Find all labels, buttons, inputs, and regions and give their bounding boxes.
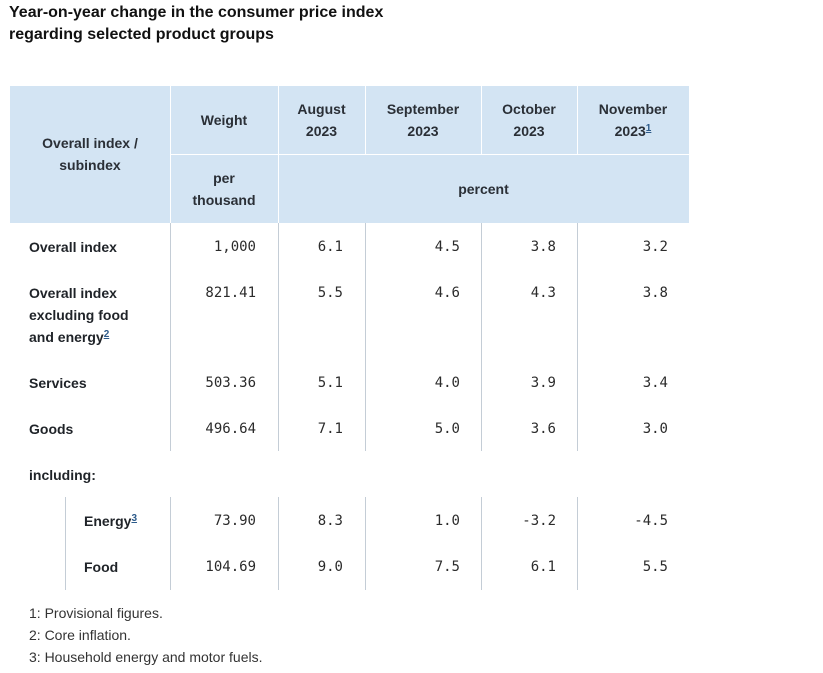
row-label-energy: Energy3 [84, 510, 137, 532]
value-cell-october: -3.2 [522, 513, 556, 529]
row-label-text: and energy [29, 329, 104, 345]
title-line-2: regarding selected product groups [9, 26, 274, 43]
weight-cell: 1,000 [213, 239, 256, 255]
title-line-1: Year-on-year change in the consumer pric… [9, 4, 384, 21]
value-cell-september: 4.5 [434, 239, 460, 255]
row-label-services: Services [29, 375, 87, 391]
value-cell-september: 4.0 [434, 375, 460, 391]
month-header-october: October 2023 [481, 98, 577, 142]
row-label-text: Energy [84, 513, 132, 529]
month-name: September [386, 101, 460, 117]
month-header-november: November 20231 [577, 98, 689, 142]
weight-cell: 496.64 [205, 421, 256, 437]
subindex-header-line-2: subindex [59, 157, 121, 173]
value-cell-august: 8.3 [317, 513, 343, 529]
footnote-link-2[interactable]: 2 [103, 329, 110, 340]
month-name: November [598, 101, 668, 117]
month-header-september: September 2023 [365, 98, 481, 142]
month-year: 20231 [577, 120, 689, 142]
footnote-3: 3: Household energy and motor fuels. [29, 649, 263, 665]
footnote-link-1[interactable]: 1 [645, 123, 652, 134]
row-label-goods: Goods [29, 421, 74, 437]
weight-unit-header: per thousand [170, 167, 278, 211]
row-label-line: and energy2 [29, 326, 129, 348]
month-year: 2023 [513, 123, 545, 139]
table-header: Overall index / subindex Weight August 2… [10, 86, 689, 223]
row-label-line: Overall index [29, 285, 117, 301]
weight-cell: 821.41 [205, 285, 256, 301]
value-cell-september: 7.5 [434, 559, 460, 575]
row-label-overall-index: Overall index [29, 239, 117, 255]
footnote-1: 1: Provisional figures. [29, 605, 163, 621]
column-divider [481, 497, 482, 590]
value-cell-november: 3.8 [642, 285, 668, 301]
column-divider [170, 497, 171, 590]
value-cell-august: 5.5 [317, 285, 343, 301]
table-title: Year-on-year change in the consumer pric… [9, 2, 529, 46]
month-year: 2023 [407, 123, 439, 139]
value-cell-october: 6.1 [530, 559, 556, 575]
value-cell-november: 3.0 [642, 421, 668, 437]
column-divider [170, 223, 171, 451]
month-name: August [297, 101, 346, 117]
month-year: 2023 [305, 123, 338, 139]
weight-cell: 73.90 [213, 513, 256, 529]
value-cell-november: 5.5 [642, 559, 668, 575]
column-divider [65, 497, 66, 590]
value-cell-november: -4.5 [634, 513, 668, 529]
value-cell-october: 3.8 [530, 239, 556, 255]
row-label-food: Food [84, 559, 119, 575]
weight-cell: 104.69 [205, 559, 256, 575]
column-divider [278, 223, 279, 451]
value-cell-october: 3.6 [530, 421, 556, 437]
value-cell-august: 9.0 [317, 559, 343, 575]
value-cell-august: 5.1 [317, 375, 343, 391]
value-cell-september: 5.0 [434, 421, 460, 437]
footnote-2: 2: Core inflation. [29, 627, 131, 643]
value-cell-november: 3.2 [642, 239, 668, 255]
weight-unit-line-2: thousand [192, 192, 256, 208]
subindex-header: Overall index / subindex [10, 132, 170, 176]
column-divider [278, 497, 279, 590]
column-divider [365, 223, 366, 451]
value-cell-september: 4.6 [434, 285, 460, 301]
weight-header: Weight [200, 112, 248, 128]
footnote-link-3[interactable]: 3 [131, 513, 138, 524]
month-header-august: August 2023 [278, 98, 365, 142]
column-divider [365, 497, 366, 590]
column-divider [577, 223, 578, 451]
column-divider [481, 223, 482, 451]
row-label-line: excluding food [29, 307, 129, 323]
row-label-core-inflation: Overall index excluding food and energy2 [29, 282, 129, 348]
percent-header: percent [458, 181, 509, 197]
value-cell-october: 4.3 [530, 285, 556, 301]
value-cell-august: 6.1 [317, 239, 343, 255]
month-year-text: 2023 [614, 123, 646, 139]
value-cell-october: 3.9 [530, 375, 556, 391]
subindex-header-line-1: Overall index / [42, 135, 138, 151]
row-label-including: including: [29, 467, 96, 483]
value-cell-september: 1.0 [434, 513, 460, 529]
weight-cell: 503.36 [205, 375, 256, 391]
value-cell-august: 7.1 [317, 421, 343, 437]
weight-unit-line-1: per [213, 170, 235, 186]
month-name: October [502, 101, 556, 117]
value-cell-november: 3.4 [642, 375, 668, 391]
column-divider [577, 497, 578, 590]
